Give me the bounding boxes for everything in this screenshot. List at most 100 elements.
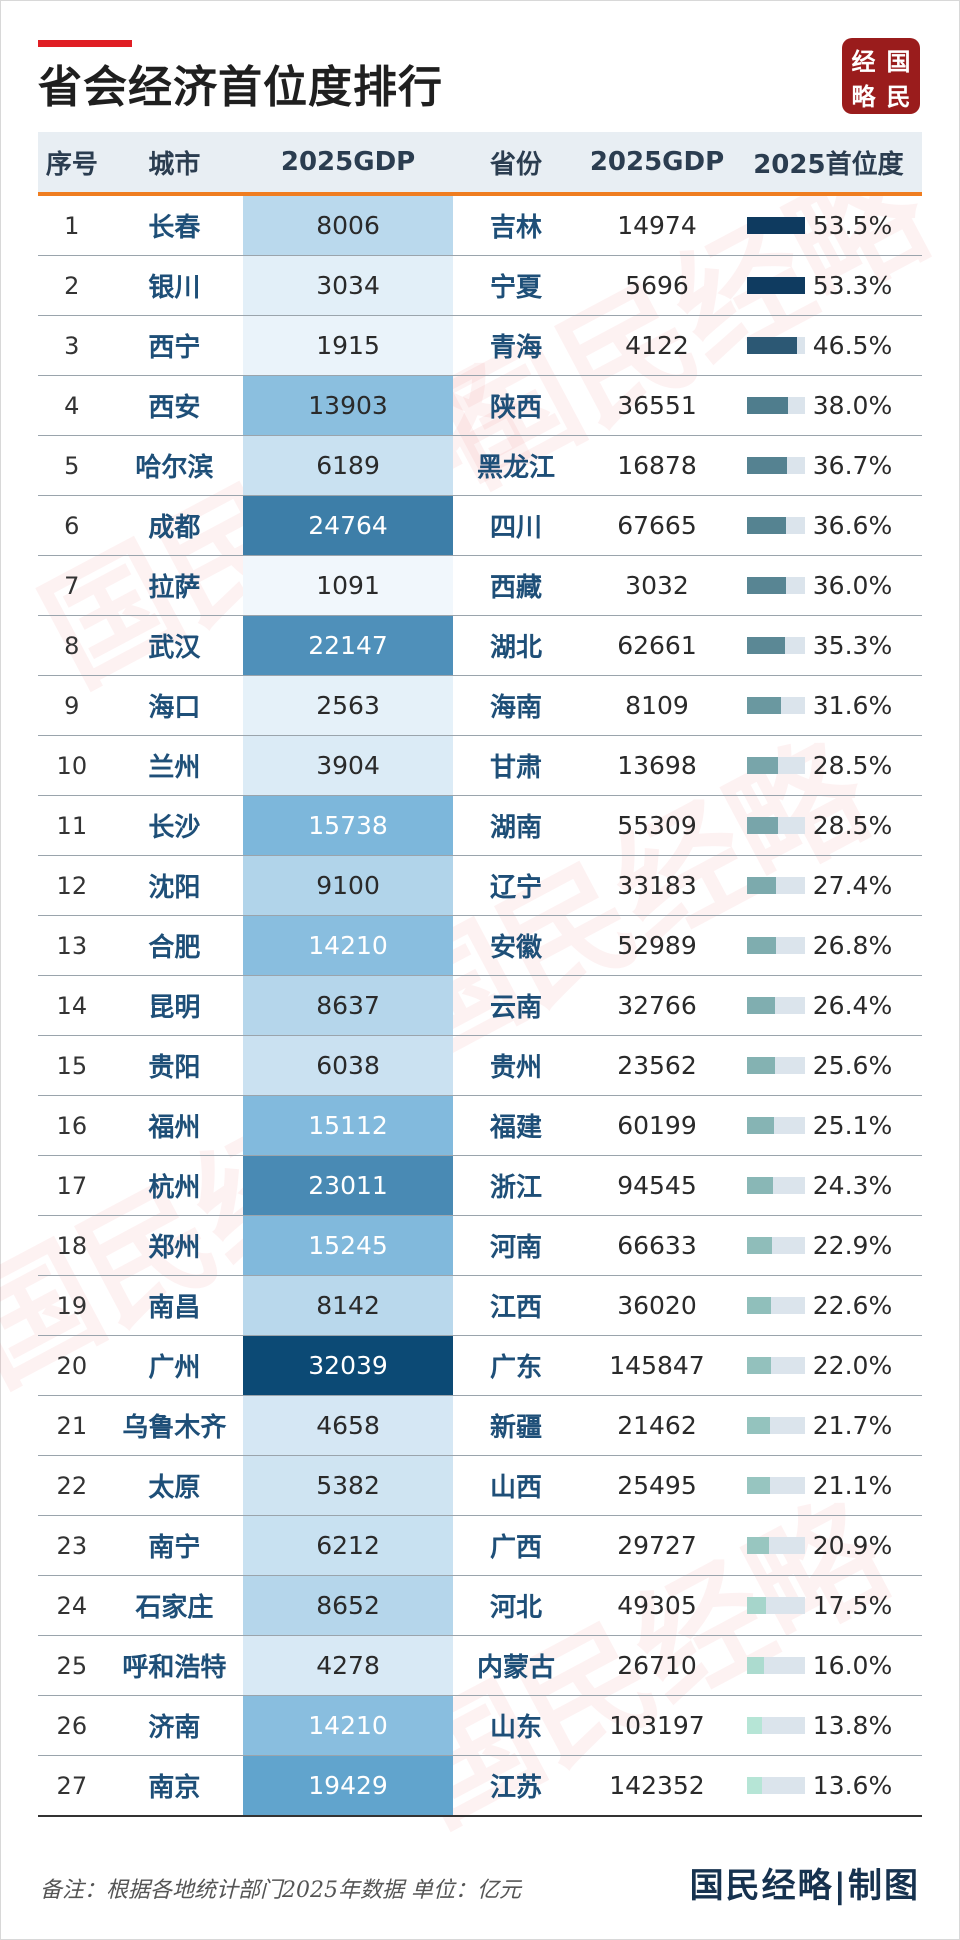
rank-cell: 4 bbox=[38, 375, 106, 436]
city-gdp-cell: 3034 bbox=[243, 255, 453, 316]
table-row: 8 武汉 22147 湖北 62661 35.3% bbox=[38, 615, 922, 676]
primacy-value: 22.9% bbox=[812, 1231, 893, 1260]
primacy-bar bbox=[746, 1297, 772, 1314]
primacy-cell: 36.6% bbox=[734, 495, 922, 556]
primacy-value: 36.0% bbox=[812, 571, 893, 600]
primacy-bar bbox=[746, 277, 805, 294]
table-row: 15 贵阳 6038 贵州 23562 25.6% bbox=[38, 1035, 922, 1096]
province-gdp-cell: 67665 bbox=[579, 495, 735, 556]
primacy-bar-track bbox=[746, 1597, 805, 1614]
province-gdp-cell: 23562 bbox=[579, 1035, 735, 1096]
city-cell: 海口 bbox=[105, 675, 244, 736]
primacy-bar-track bbox=[746, 1477, 805, 1494]
primacy-bar-track bbox=[746, 457, 805, 474]
primacy-value: 13.8% bbox=[812, 1711, 893, 1740]
province-cell: 贵州 bbox=[452, 1035, 580, 1096]
province-gdp-cell: 5696 bbox=[579, 255, 735, 316]
province-cell: 广东 bbox=[452, 1335, 580, 1396]
table-row: 22 太原 5382 山西 25495 21.1% bbox=[38, 1455, 922, 1516]
primacy-cell: 36.0% bbox=[734, 555, 922, 616]
city-gdp-cell: 2563 bbox=[243, 675, 453, 736]
province-gdp-cell: 36551 bbox=[579, 375, 735, 436]
primacy-bar bbox=[746, 517, 787, 534]
city-cell: 沈阳 bbox=[105, 855, 244, 916]
table-row: 18 郑州 15245 河南 66633 22.9% bbox=[38, 1215, 922, 1276]
primacy-cell: 31.6% bbox=[734, 675, 922, 736]
city-gdp-cell: 32039 bbox=[243, 1335, 453, 1396]
primacy-value: 21.1% bbox=[812, 1471, 893, 1500]
province-cell: 新疆 bbox=[452, 1395, 580, 1456]
primacy-value: 26.8% bbox=[812, 931, 893, 960]
province-gdp-cell: 16878 bbox=[579, 435, 735, 496]
table-row: 12 沈阳 9100 辽宁 33183 27.4% bbox=[38, 855, 922, 916]
rank-cell: 9 bbox=[38, 675, 106, 736]
primacy-cell: 25.6% bbox=[734, 1035, 922, 1096]
primacy-bar bbox=[746, 1477, 770, 1494]
table-row: 1 长春 8006 吉林 14974 53.5% bbox=[38, 194, 922, 256]
rank-cell: 13 bbox=[38, 915, 106, 976]
city-gdp-cell: 3904 bbox=[243, 735, 453, 796]
city-cell: 拉萨 bbox=[105, 555, 244, 616]
primacy-bar-track bbox=[746, 937, 805, 954]
city-cell: 西宁 bbox=[105, 315, 244, 376]
primacy-cell: 24.3% bbox=[734, 1155, 922, 1216]
city-gdp-cell: 24764 bbox=[243, 495, 453, 556]
province-gdp-cell: 145847 bbox=[579, 1335, 735, 1396]
province-cell: 辽宁 bbox=[452, 855, 580, 916]
province-gdp-cell: 3032 bbox=[579, 555, 735, 616]
city-cell: 济南 bbox=[105, 1695, 244, 1756]
city-cell: 兰州 bbox=[105, 735, 244, 796]
province-cell: 江苏 bbox=[452, 1755, 580, 1817]
primacy-cell: 22.6% bbox=[734, 1275, 922, 1336]
rank-cell: 16 bbox=[38, 1095, 106, 1156]
table-row: 21 乌鲁木齐 4658 新疆 21462 21.7% bbox=[38, 1395, 922, 1456]
primacy-cell: 28.5% bbox=[734, 735, 922, 796]
city-gdp-cell: 1915 bbox=[243, 315, 453, 376]
primacy-value: 25.6% bbox=[812, 1051, 893, 1080]
province-gdp-cell: 13698 bbox=[579, 735, 735, 796]
primacy-bar bbox=[746, 337, 798, 354]
primacy-bar-track bbox=[746, 757, 805, 774]
city-cell: 武汉 bbox=[105, 615, 244, 676]
primacy-value: 13.6% bbox=[812, 1771, 893, 1800]
table-row: 2 银川 3034 宁夏 5696 53.3% bbox=[38, 255, 922, 316]
rank-cell: 20 bbox=[38, 1335, 106, 1396]
rank-cell: 15 bbox=[38, 1035, 106, 1096]
city-cell: 昆明 bbox=[105, 975, 244, 1036]
rank-cell: 14 bbox=[38, 975, 106, 1036]
province-cell: 四川 bbox=[452, 495, 580, 556]
title-accent-line bbox=[38, 40, 132, 47]
brand-credit: 国民经略|制图 bbox=[689, 1866, 920, 1906]
province-gdp-cell: 8109 bbox=[579, 675, 735, 736]
primacy-value: 53.3% bbox=[812, 271, 893, 300]
primacy-bar-track bbox=[746, 1357, 805, 1374]
primacy-value: 46.5% bbox=[812, 331, 893, 360]
province-cell: 西藏 bbox=[452, 555, 580, 616]
table-row: 27 南京 19429 江苏 142352 13.6% bbox=[38, 1755, 922, 1817]
province-cell: 浙江 bbox=[452, 1155, 580, 1216]
table-row: 5 哈尔滨 6189 黑龙江 16878 36.7% bbox=[38, 435, 922, 496]
footer-note: 备注：根据各地统计部门2025年数据 单位：亿元 bbox=[40, 1878, 521, 1903]
primacy-value: 25.1% bbox=[812, 1111, 893, 1140]
city-cell: 呼和浩特 bbox=[105, 1635, 244, 1696]
primacy-bar bbox=[746, 997, 776, 1014]
province-cell: 黑龙江 bbox=[452, 435, 580, 496]
column-header-province: 省份 bbox=[452, 132, 580, 196]
rank-cell: 27 bbox=[38, 1755, 106, 1817]
city-gdp-cell: 8142 bbox=[243, 1275, 453, 1336]
table-row: 24 石家庄 8652 河北 49305 17.5% bbox=[38, 1575, 922, 1636]
city-gdp-cell: 6212 bbox=[243, 1515, 453, 1576]
province-gdp-cell: 33183 bbox=[579, 855, 735, 916]
province-cell: 宁夏 bbox=[452, 255, 580, 316]
table-row: 13 合肥 14210 安徽 52989 26.8% bbox=[38, 915, 922, 976]
primacy-bar bbox=[746, 1117, 774, 1134]
primacy-bar bbox=[746, 1777, 762, 1794]
rank-cell: 25 bbox=[38, 1635, 106, 1696]
primacy-bar-track bbox=[746, 1537, 805, 1554]
table-row: 19 南昌 8142 江西 36020 22.6% bbox=[38, 1275, 922, 1336]
city-gdp-cell: 5382 bbox=[243, 1455, 453, 1516]
city-cell: 合肥 bbox=[105, 915, 244, 976]
province-cell: 青海 bbox=[452, 315, 580, 376]
rank-cell: 7 bbox=[38, 555, 106, 616]
primacy-bar bbox=[746, 577, 786, 594]
